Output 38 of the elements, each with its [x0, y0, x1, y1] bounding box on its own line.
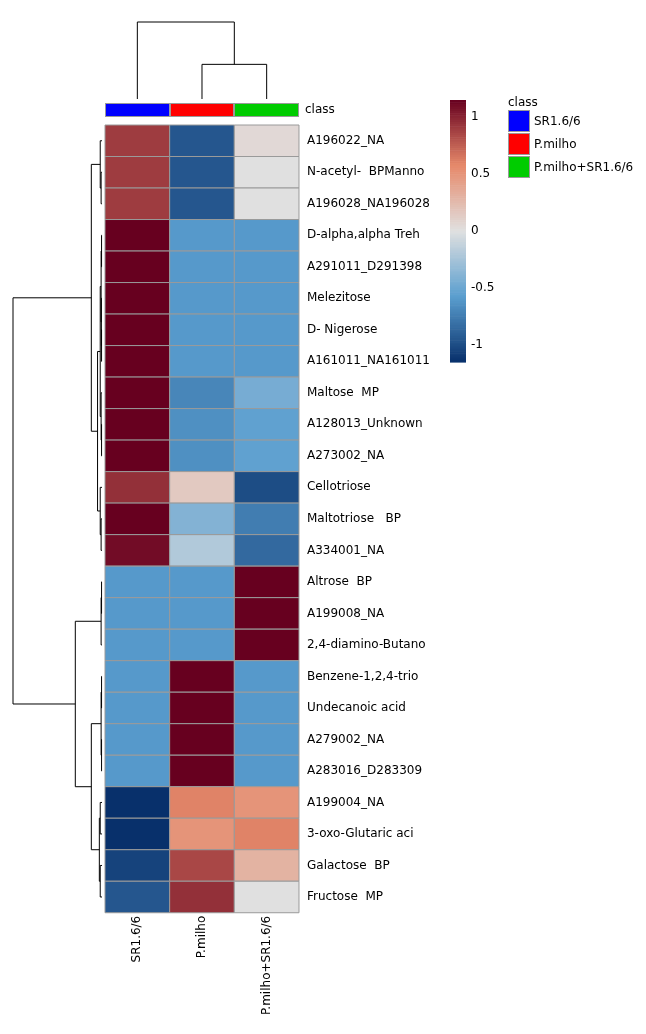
color-bar-label: 0 [471, 223, 479, 238]
x-tick-label: SR1.6/6 [129, 915, 144, 963]
category-label: SR1.6/6 [534, 113, 581, 128]
y-tick-label: A283016_D283309 [306, 763, 423, 778]
y-tick-label: A334001_NA [306, 542, 385, 557]
category-label: P.milho+SR1.6/6 [534, 159, 634, 174]
color-bar-label: 0.5 [471, 166, 491, 181]
x-tick-label: P.milho+SR1.6/6 [258, 915, 273, 1016]
y-tick-label: Altrose BP [306, 574, 372, 589]
color-bar-label: -0.5 [471, 280, 495, 295]
y-tick-label: 3-oxo-Glutaric aci [306, 826, 414, 841]
y-tick-label: Galactose BP [306, 857, 390, 872]
x-tick-label: P.milho [194, 915, 209, 959]
y-tick-label: A279002_NA [306, 731, 385, 746]
y-tick-label: Maltotriose BP [306, 511, 401, 525]
y-tick-label: N-acetyl- BPManno [306, 164, 425, 179]
y-tick-label: 2,4-diamino-Butano [306, 637, 426, 652]
y-tick-label: Cellotriose [306, 479, 371, 494]
y-tick-label: D- Nigerose [306, 321, 378, 336]
y-tick-label: A161011_NA161011 [306, 353, 430, 368]
color-bar-label: 1 [471, 109, 479, 124]
y-tick-label: A128013_Unknown [306, 416, 423, 431]
y-tick-label: A196022_NA [306, 132, 385, 147]
y-tick-label: Fructose MP [306, 889, 384, 904]
y-tick-label: A291011_D291398 [306, 258, 423, 273]
y-tick-label: Melezitose [306, 290, 371, 305]
y-tick-label: A196028_NA196028 [306, 195, 430, 210]
category-label: P.milho [534, 136, 577, 151]
y-tick-label: Benzene-1,2,4-trio [306, 668, 419, 683]
y-tick-label: A199008_NA [306, 605, 385, 620]
y-tick-label: A273002_NA [306, 447, 385, 462]
y-tick-label: Maltose MP [306, 384, 379, 399]
text: class [304, 102, 335, 117]
color-bar-label: -1 [471, 337, 483, 352]
y-tick-label: D-alpha,alpha Treh [306, 227, 420, 242]
y-tick-label: Undecanoic acid [306, 700, 406, 715]
legend-title: class [508, 95, 539, 109]
y-tick-label: A199004_NA [306, 794, 385, 809]
